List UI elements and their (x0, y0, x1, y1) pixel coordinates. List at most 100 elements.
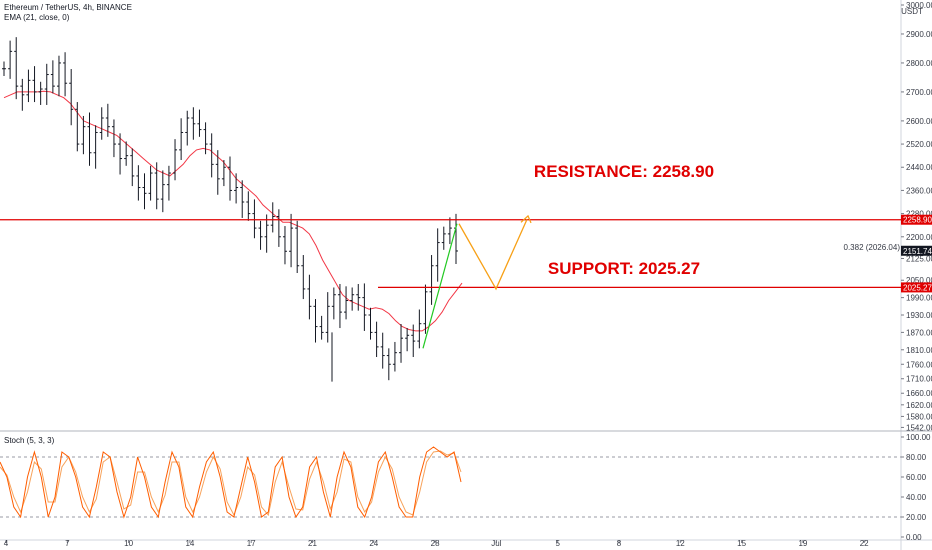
price-tick-label: 1660.00 (906, 389, 932, 398)
candle (313, 299, 318, 343)
price-tick-label: 2200.00 (906, 233, 932, 242)
support-price-tag-text: 2025.27 (903, 283, 932, 292)
resistance-price-tag-text: 2258.90 (903, 216, 932, 225)
currency-label: USDT (901, 7, 923, 16)
osc-tick-label: 60.00 (906, 473, 927, 482)
price-tick-label: 2280.00 (906, 210, 932, 219)
time-tick-label: 7 (65, 539, 70, 548)
time-tick-label: 19 (798, 539, 807, 548)
candle (435, 228, 440, 282)
candle (392, 341, 397, 372)
candle (325, 292, 330, 343)
candle (8, 40, 13, 79)
candle (221, 160, 226, 187)
candle (166, 165, 171, 201)
time-tick-label: 24 (369, 539, 378, 548)
candle-layer (2, 37, 458, 382)
candle (228, 156, 232, 201)
time-axis[interactable]: 4 7 10 14 17 21 24 28 Jul 5 8 12 15 19 22 (4, 539, 869, 548)
time-tick-label: 21 (308, 539, 317, 548)
time-tick-label: 10 (124, 539, 133, 548)
last-price-tag-text: 2151.74 (903, 247, 932, 256)
candle (362, 283, 367, 331)
candle (14, 37, 19, 100)
candle (148, 165, 153, 201)
candle (130, 148, 135, 187)
candle (26, 69, 31, 103)
ema-line (3, 90, 463, 332)
candle (337, 284, 342, 329)
price-tick-label: 2440.00 (906, 163, 932, 172)
candle (429, 255, 434, 305)
symbol-title: Ethereum / TetherUS, 4h, BINANCE (4, 3, 132, 12)
candle (344, 286, 349, 320)
stochastic-panel: 100.00 80.00 60.00 40.00 20.00 0.00 (0, 433, 931, 542)
candle (111, 119, 116, 158)
candle (350, 287, 355, 311)
support-label: SUPPORT: 2025.27 (548, 259, 700, 278)
time-tick-label: Jul (491, 539, 501, 548)
stoch-indicator-label: Stoch (5, 3, 3) (4, 436, 55, 445)
candle (185, 110, 190, 146)
price-tick-label: 2050.00 (906, 276, 932, 285)
time-tick-label: 15 (737, 539, 746, 548)
price-tick-label: 1542.00 (906, 423, 932, 432)
osc-tick-label: 40.00 (906, 493, 927, 502)
price-tick-label: 2125.00 (906, 255, 932, 264)
candle (405, 328, 410, 352)
candle (38, 81, 43, 105)
candle (75, 102, 80, 152)
candle (44, 63, 49, 105)
candle (215, 150, 220, 195)
candle (289, 213, 294, 268)
time-tick-label: 4 (4, 539, 9, 548)
candle (50, 60, 55, 94)
candle (246, 191, 251, 221)
time-tick-label: 12 (676, 539, 685, 548)
candle (81, 115, 86, 155)
price-tick-label: 2360.00 (906, 186, 932, 195)
candle (356, 284, 361, 311)
candle (423, 284, 428, 334)
candle (295, 220, 300, 273)
candle (93, 125, 98, 169)
candle (209, 133, 214, 178)
candle (307, 274, 312, 320)
time-tick-label: 8 (617, 539, 622, 548)
candle (441, 226, 446, 250)
candle (447, 217, 452, 245)
candle (386, 348, 391, 381)
price-tick-label: 2800.00 (906, 59, 932, 68)
candle (417, 309, 422, 349)
price-tick-label: 1580.00 (906, 412, 932, 421)
candle (282, 226, 287, 265)
price-tick-label: 2900.00 (906, 30, 932, 39)
projection-path (458, 219, 528, 291)
price-tick-label: 1710.00 (906, 375, 932, 384)
price-tick-label: 1990.00 (906, 294, 932, 303)
price-tick-label: 3000.00 (906, 1, 932, 10)
price-axis[interactable]: 3000.00 2900.00 2800.00 2700.00 2600.00 2520.… (901, 1, 932, 432)
candle (154, 162, 159, 210)
resistance-price-tag (901, 214, 932, 225)
time-tick-label: 17 (247, 539, 256, 548)
candle (264, 214, 269, 253)
candle (63, 52, 68, 97)
candle (136, 165, 141, 201)
projection-arrowhead (520, 214, 532, 224)
support-price-tag (901, 282, 932, 293)
candle (56, 55, 61, 97)
time-tick-label: 22 (860, 539, 869, 548)
candle (399, 323, 404, 363)
candle (32, 66, 37, 103)
candle (454, 213, 458, 265)
candle (331, 287, 336, 320)
osc-tick-label: 0.00 (906, 533, 922, 542)
candle (69, 69, 74, 126)
candle (380, 332, 385, 369)
price-tick-label: 2600.00 (906, 117, 932, 126)
price-tick-label: 1760.00 (906, 360, 932, 369)
candle (124, 141, 129, 166)
